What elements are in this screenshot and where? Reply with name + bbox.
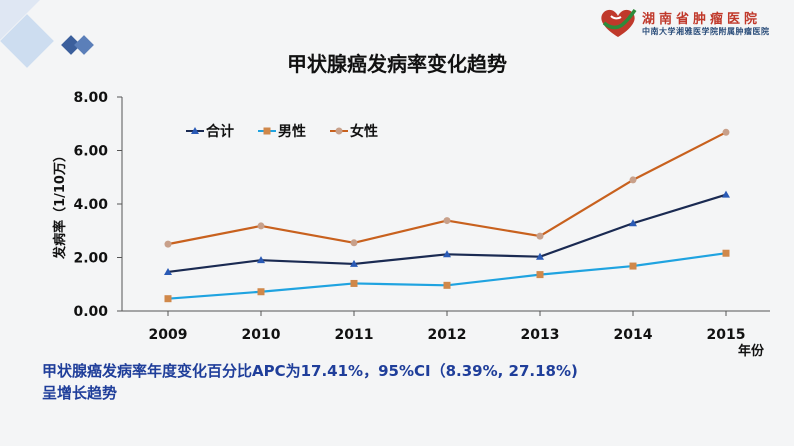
data-point [722,249,730,257]
y-tick-label: 6.00 [73,144,108,160]
x-tick-label: 2009 [149,327,188,343]
data-point [257,222,265,230]
caption: 甲状腺癌发病率年度变化百分比APC为17.41%，95%CI（8.39%, 27… [42,360,762,404]
data-point [257,256,265,264]
data-point [164,295,172,303]
data-point [722,128,730,136]
heart-ribbon-icon [601,9,637,37]
data-point [164,240,172,248]
corner-diamond-dark [61,35,81,55]
data-point [257,288,265,296]
corner-triangle [0,0,40,40]
hospital-name: 湖南省肿瘤医院 [642,12,762,27]
corner-decoration [0,0,94,68]
x-tick-label: 2015 [707,327,746,343]
y-tick-label: 4.00 [73,197,108,213]
data-point [443,281,451,289]
caption-line-1: 甲状腺癌发病率年度变化百分比APC为17.41%，95%CI（8.39%, 27… [42,362,578,380]
corner-diamond-large [0,14,54,68]
series-line-3 [167,131,727,246]
series-line-1 [167,193,727,274]
legend-label: 男性 [278,123,306,140]
legend-marker [335,127,343,135]
data-point [350,279,358,287]
legend-label: 女性 [350,123,378,140]
data-point [536,271,544,279]
x-tick-label: 2011 [335,327,374,343]
legend-marker [191,127,199,134]
series-line-2 [167,252,727,300]
data-point [629,262,637,270]
chart-title: 甲状腺癌发病率变化趋势 [287,52,507,76]
data-point [536,232,544,240]
legend-label: 合计 [206,123,234,140]
y-tick-label: 8.00 [73,90,108,106]
hospital-logo: 湖南省肿瘤医院 中南大学湘雅医学院附属肿瘤医院 [596,6,792,40]
data-point [443,217,451,225]
data-point [164,267,172,275]
caption-line-2: 呈增长趋势 [42,384,118,402]
data-point [443,250,451,258]
x-axis-title: 年份 [738,343,765,359]
data-point [350,259,358,267]
hospital-subtitle: 中南大学湘雅医学院附属肿瘤医院 [642,26,770,36]
data-point [536,252,544,260]
x-tick-label: 2012 [428,327,467,343]
y-axis-title: 发病率（1/10万） [52,149,68,260]
x-tick-label: 2014 [614,327,653,343]
corner-diamond-medium [74,35,94,55]
data-point [629,176,637,184]
y-tick-label: 2.00 [73,251,108,267]
x-tick-label: 2013 [521,327,560,343]
x-tick-label: 2010 [242,327,281,343]
data-point [629,219,637,227]
data-point [350,239,358,247]
legend-marker [263,127,271,135]
y-tick-label: 0.00 [73,304,108,320]
data-point [722,190,730,198]
